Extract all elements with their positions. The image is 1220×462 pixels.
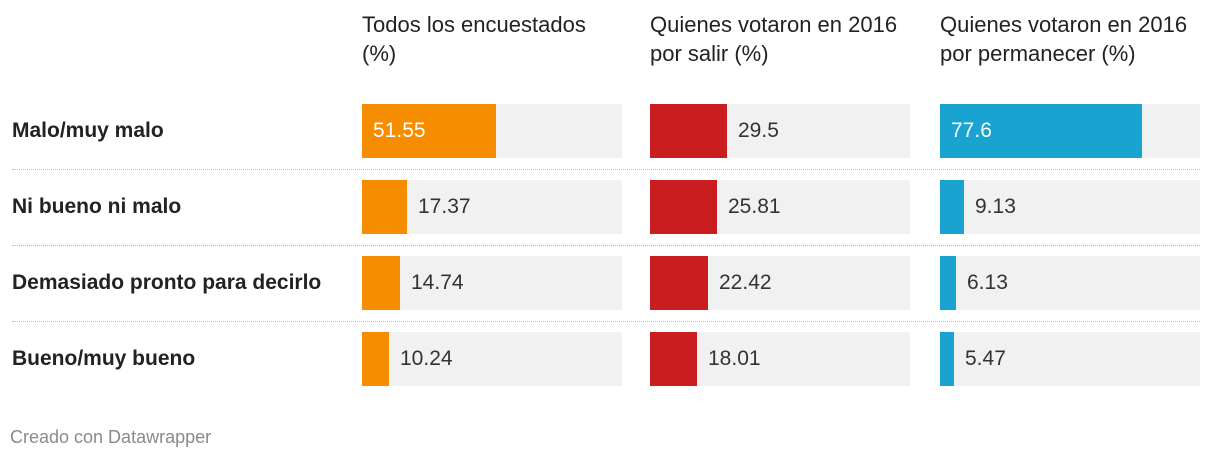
bar — [362, 256, 400, 310]
bar — [362, 180, 407, 234]
data-label: 18.01 — [708, 347, 761, 370]
bar-track: 14.74 — [362, 256, 622, 310]
bar-track: 5.47 — [940, 332, 1200, 386]
category-label: Demasiado pronto para decirlo — [12, 271, 322, 294]
data-label: 25.81 — [728, 195, 781, 218]
category-label: Malo/muy malo — [12, 119, 164, 142]
data-label: 10.24 — [400, 347, 453, 370]
bar — [940, 104, 1142, 158]
row-separator — [12, 245, 1200, 246]
column-header: Quienes votaron en 2016 por permanecer (… — [940, 12, 1188, 66]
data-label: 17.37 — [418, 195, 471, 218]
data-label: 22.42 — [719, 271, 772, 294]
footer-credit: Creado con Datawrapper — [10, 427, 212, 447]
bar — [940, 256, 956, 310]
bar-track: 10.24 — [362, 332, 622, 386]
bar-track: 18.01 — [650, 332, 910, 386]
bar-track: 6.13 — [940, 256, 1200, 310]
bar — [650, 180, 717, 234]
bar-track: 51.55 — [362, 104, 622, 158]
data-label: 6.13 — [967, 271, 1008, 294]
data-label: 29.5 — [738, 119, 779, 142]
bar — [940, 180, 964, 234]
data-label: 77.6 — [951, 119, 992, 142]
category-label: Ni bueno ni malo — [12, 195, 182, 218]
bar — [362, 104, 496, 158]
bar-track: 22.42 — [650, 256, 910, 310]
row-separator — [12, 169, 1200, 170]
bar-track: 17.37 — [362, 180, 622, 234]
bar — [650, 104, 727, 158]
bar — [650, 256, 708, 310]
bar-track: 25.81 — [650, 180, 910, 234]
category-label: Bueno/muy bueno — [12, 347, 196, 370]
bar — [650, 332, 697, 386]
bar — [362, 332, 389, 386]
bar-track: 29.5 — [650, 104, 910, 158]
data-label: 51.55 — [373, 119, 426, 142]
bar-track: 77.6 — [940, 104, 1200, 158]
bar-track: 9.13 — [940, 180, 1200, 234]
data-label: 5.47 — [965, 347, 1006, 370]
column-header: Todos los encuestados (%) — [362, 12, 586, 66]
row-separator — [12, 321, 1200, 322]
data-label: 14.74 — [411, 271, 464, 294]
data-label: 9.13 — [975, 195, 1016, 218]
column-header: Quienes votaron en 2016 por salir (%) — [650, 12, 898, 66]
bar — [940, 332, 954, 386]
